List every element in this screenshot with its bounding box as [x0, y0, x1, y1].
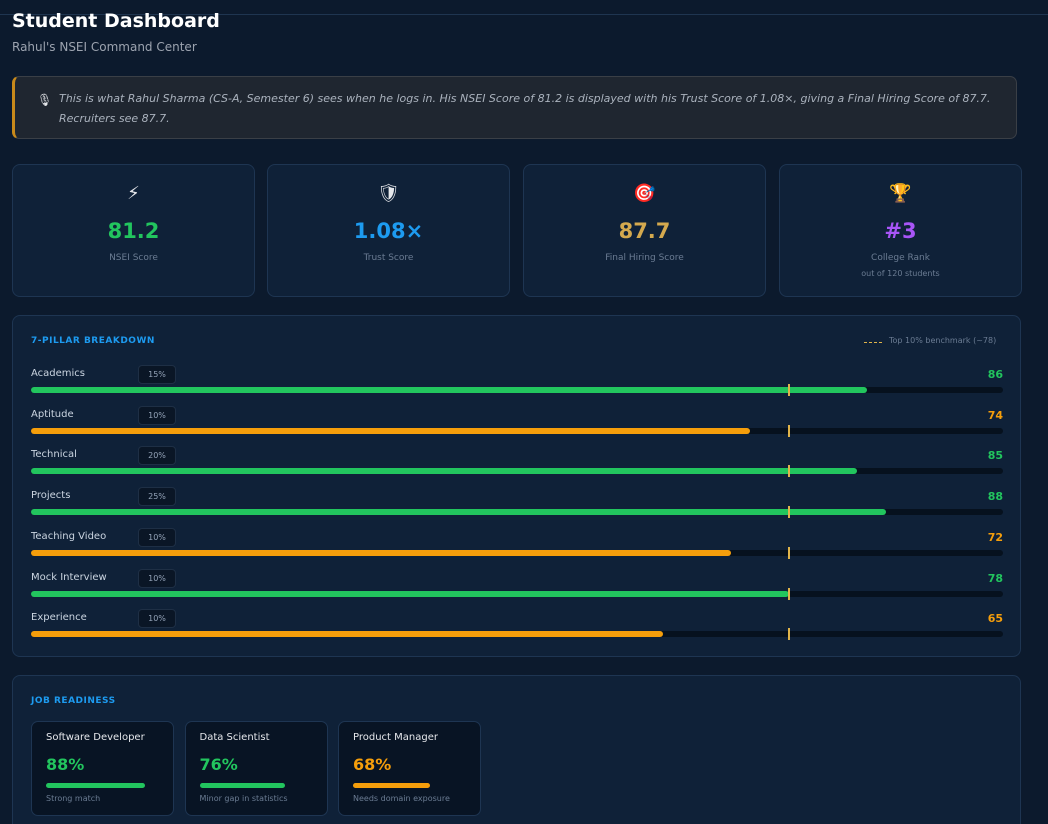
section-title: 7-PILLAR BREAKDOWN	[31, 336, 155, 346]
note-icon: 🎙	[37, 93, 53, 107]
stat-card: 🎯 87.7 Final Hiring Score	[523, 164, 766, 297]
pillar-track	[31, 631, 1003, 638]
pillar-track	[31, 387, 1003, 393]
stat-icon: 🏆	[889, 183, 912, 204]
job-card: Product Manager 68% Needs domain exposure	[338, 721, 481, 816]
pillar-bar	[31, 468, 858, 475]
job-panel: JOB READINESS Software Developer 88% Stron…	[12, 675, 1021, 824]
stat-label: Final Hiring Score	[605, 253, 684, 263]
pillar-score: 74	[987, 408, 1003, 422]
job-role: Software Developer	[46, 732, 145, 743]
page-subtitle: Rahul's NSEI Command Center	[12, 40, 197, 54]
pillar-score: 78	[987, 571, 1003, 585]
pillar-panel: 7-PILLAR BREAKDOWN Top 10% benchmark (~7…	[12, 315, 1021, 657]
stat-label: Trust Score	[363, 253, 414, 263]
benchmark-marker	[788, 465, 791, 478]
job-bar	[199, 783, 286, 788]
pillar-bar	[31, 549, 731, 556]
pillar-track	[31, 549, 1003, 556]
pillar-track	[31, 468, 1003, 475]
pillar-name: Experience	[31, 612, 87, 624]
pillar-weight: 25%	[138, 487, 176, 507]
job-note: Needs domain exposure	[353, 794, 450, 803]
pillar-score: 85	[987, 449, 1003, 463]
pillar-name: Technical	[31, 449, 77, 461]
job-note: Minor gap in statistics	[199, 794, 288, 803]
job-bar	[353, 783, 430, 788]
pillar-track	[31, 590, 1003, 597]
pillar-bar	[31, 631, 663, 638]
stat-label: NSEI Score	[109, 253, 158, 263]
pillar-bar	[31, 509, 887, 516]
stat-card: ⚡ 81.2 NSEI Score	[12, 164, 255, 297]
stat-card: 🏆 #3 College Rank out of 120 students	[779, 164, 1022, 297]
top-divider	[0, 14, 1048, 15]
job-role: Data Scientist	[199, 732, 270, 743]
job-match: 68%	[353, 755, 392, 774]
benchmark-legend-line	[864, 342, 882, 343]
stat-label: College Rank	[871, 253, 930, 263]
job-match: 76%	[199, 755, 238, 774]
stat-sublabel: out of 120 students	[861, 269, 940, 278]
section-title: JOB READINESS	[31, 696, 116, 706]
pillar-score: 72	[987, 530, 1003, 544]
pillar-name: Projects	[31, 490, 71, 502]
stat-icon: 🛡	[377, 183, 400, 204]
stat-value: 1.08×	[353, 219, 424, 243]
pillar-bar	[31, 387, 867, 393]
pillar-weight: 15%	[138, 365, 176, 384]
pillar-score: 88	[987, 490, 1003, 504]
pillar-name: Mock Interview	[31, 571, 107, 583]
pillar-name: Aptitude	[31, 408, 74, 420]
benchmark-marker	[788, 506, 791, 519]
job-card: Software Developer 88% Strong match	[31, 721, 174, 816]
stat-icon: 🎯	[633, 183, 656, 204]
job-role: Product Manager	[353, 732, 438, 743]
pillar-weight: 10%	[138, 527, 176, 547]
benchmark-legend: Top 10% benchmark (~78)	[889, 336, 997, 345]
pillar-name: Teaching Video	[31, 530, 107, 542]
benchmark-marker	[788, 546, 791, 559]
benchmark-marker	[788, 628, 791, 641]
pillar-weight: 20%	[138, 446, 176, 466]
stat-card: 🛡 1.08× Trust Score	[267, 164, 510, 297]
pillar-name: Academics	[31, 368, 86, 379]
job-card: Data Scientist 76% Minor gap in statistics	[184, 721, 328, 816]
pillar-weight: 10%	[138, 568, 176, 588]
pillar-weight: 10%	[138, 405, 176, 425]
stat-value: #3	[884, 219, 917, 243]
stat-icon: ⚡	[127, 183, 140, 204]
note-box: 🎙 This is what Rahul Sharma (CS-A, Semes…	[12, 76, 1017, 139]
job-note: Strong match	[46, 794, 101, 803]
pillar-track	[31, 509, 1003, 516]
job-match: 88%	[46, 755, 85, 774]
benchmark-marker	[788, 587, 791, 600]
benchmark-marker	[788, 384, 791, 396]
stat-value: 87.7	[618, 219, 671, 243]
page-title: Student Dashboard	[12, 10, 220, 32]
pillar-score: 86	[987, 368, 1003, 381]
job-bar	[46, 783, 146, 788]
pillar-bar	[31, 590, 790, 597]
pillar-bar	[31, 427, 751, 434]
pillar-weight: 10%	[138, 609, 176, 629]
note-text: This is what Rahul Sharma (CS-A, Semeste…	[59, 92, 991, 125]
pillar-track	[31, 427, 1003, 434]
pillar-score: 65	[987, 612, 1003, 626]
stat-value: 81.2	[107, 219, 160, 243]
benchmark-marker	[788, 424, 791, 437]
